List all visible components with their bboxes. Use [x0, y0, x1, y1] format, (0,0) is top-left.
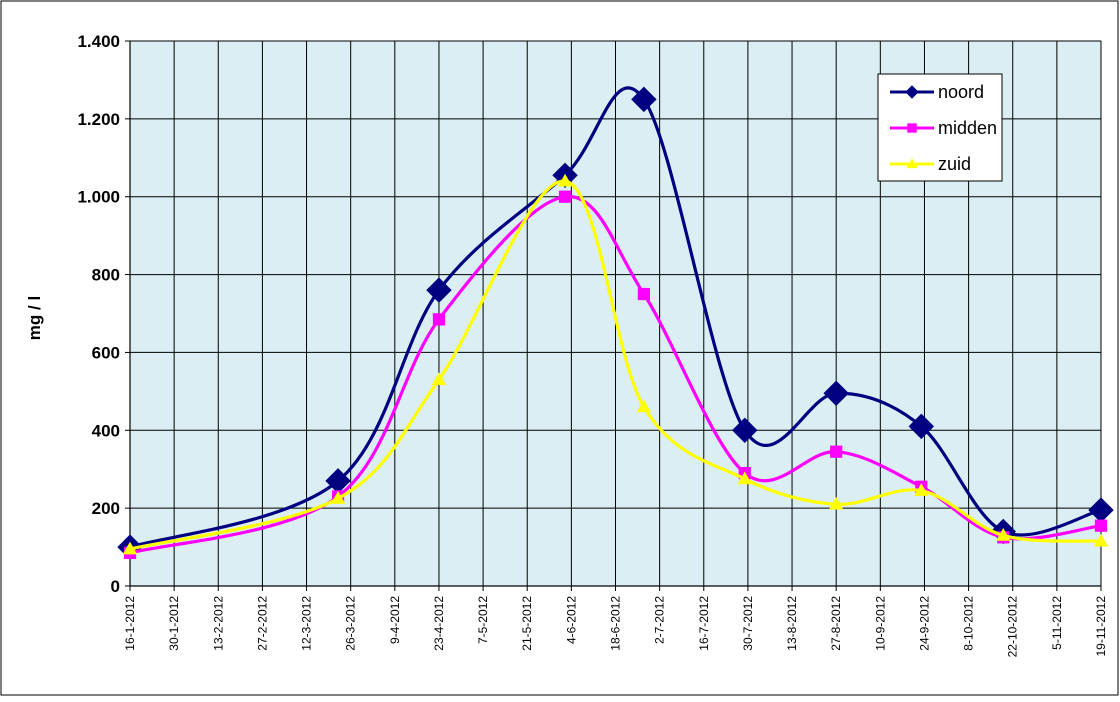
y-tick-label: 200	[92, 499, 120, 518]
x-tick-label: 16-7-2012	[697, 596, 711, 651]
data-point-midden	[558, 190, 572, 203]
legend-item-noord: noord	[890, 82, 984, 102]
y-tick-label: 1.200	[77, 110, 120, 129]
x-tick-label: 27-8-2012	[829, 596, 843, 651]
legend-label-zuid: zuid	[938, 154, 971, 174]
x-tick-label: 2-7-2012	[653, 596, 667, 644]
legend-label-noord: noord	[938, 82, 984, 102]
legend-item-zuid: zuid	[890, 154, 971, 174]
x-tick-label: 22-10-2012	[1006, 596, 1020, 658]
x-tick-label: 19-11-2012	[1094, 596, 1108, 657]
x-tick-label: 5-11-2012	[1050, 596, 1064, 650]
x-tick-label: 4-6-2012	[564, 596, 578, 644]
y-tick-label: 0	[111, 577, 120, 596]
x-tick-label: 27-2-2012	[255, 596, 269, 651]
legend-marker-noord	[905, 85, 919, 99]
data-point-zuid	[636, 399, 652, 413]
series-noord	[117, 86, 1114, 560]
data-point-noord	[823, 380, 849, 407]
x-tick-label: 10-9-2012	[873, 596, 887, 651]
data-point-zuid	[330, 491, 346, 504]
x-tick-label: 30-1-2012	[167, 596, 181, 651]
y-tick-label: 800	[92, 266, 120, 285]
x-tick-label: 30-7-2012	[741, 596, 755, 651]
x-tick-label: 24-9-2012	[917, 596, 931, 651]
legend-marker-zuid	[906, 158, 918, 169]
x-tick-label: 26-3-2012	[344, 596, 358, 651]
x-tick-label: 9-4-2012	[388, 596, 402, 644]
data-point-zuid	[996, 527, 1011, 541]
series-line-noord	[129, 86, 1102, 549]
legend-item-midden: midden	[890, 118, 997, 138]
x-tick-label: 21-5-2012	[520, 596, 534, 651]
data-point-zuid	[431, 372, 447, 385]
data-point-zuid	[828, 496, 844, 510]
x-tick-label: 13-8-2012	[785, 596, 799, 651]
data-point-noord	[732, 417, 758, 443]
data-point-midden	[432, 313, 446, 326]
x-tick-label: 7-5-2012	[476, 596, 490, 644]
data-point-midden	[1094, 519, 1108, 532]
series-zuid	[122, 173, 1109, 555]
y-axis-label: mg / l	[25, 296, 44, 340]
x-tick-label: 8-10-2012	[962, 596, 976, 651]
x-tick-label: 16-1-2012	[123, 596, 137, 651]
data-point-midden	[830, 445, 843, 458]
data-point-midden	[637, 287, 650, 301]
data-point-zuid	[737, 471, 753, 485]
data-point-zuid	[914, 483, 929, 496]
y-tick-label: 1.400	[77, 32, 120, 51]
x-tick-label: 23-4-2012	[432, 596, 446, 651]
y-tick-label: 1.000	[77, 188, 120, 207]
x-tick-label: 13-2-2012	[211, 596, 225, 651]
x-tick-label: 12-3-2012	[300, 596, 314, 651]
legend-marker-midden	[907, 123, 917, 133]
series-line-zuid	[129, 179, 1102, 551]
legend-label-midden: midden	[938, 118, 997, 138]
y-tick-label: 600	[92, 343, 120, 362]
x-tick-label: 18-6-2012	[609, 596, 623, 651]
data-point-noord	[426, 277, 452, 303]
y-tick-label: 400	[92, 421, 120, 440]
data-point-noord	[631, 86, 657, 113]
data-point-zuid	[557, 173, 573, 187]
data-point-noord	[908, 413, 935, 440]
data-point-zuid	[122, 541, 138, 555]
data-point-zuid	[1093, 533, 1109, 547]
